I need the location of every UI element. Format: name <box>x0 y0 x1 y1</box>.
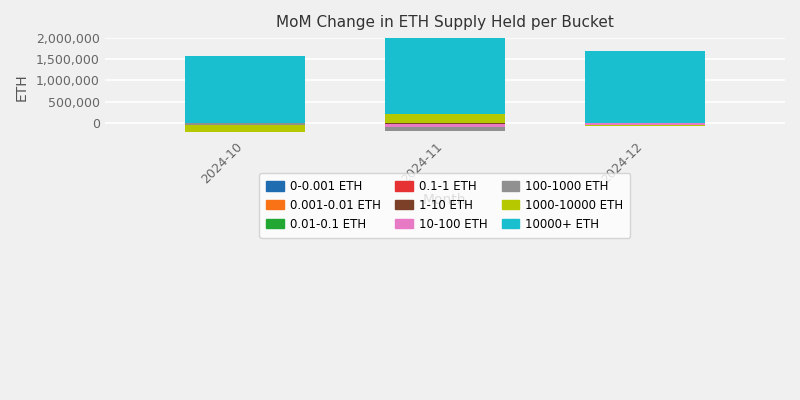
Title: MoM Change in ETH Supply Held per Bucket: MoM Change in ETH Supply Held per Bucket <box>276 15 614 30</box>
Bar <box>385 35 505 114</box>
Bar <box>185 56 305 123</box>
Bar <box>585 125 705 126</box>
X-axis label: Month: Month <box>423 193 466 207</box>
Bar <box>185 123 305 124</box>
Bar <box>385 114 505 123</box>
Bar <box>385 124 505 127</box>
Bar <box>585 51 705 123</box>
Y-axis label: ETH: ETH <box>15 73 29 101</box>
Bar <box>585 123 705 125</box>
Bar <box>385 123 505 124</box>
Legend: 0-0.001 ETH, 0.001-0.01 ETH, 0.01-0.1 ETH, 0.1-1 ETH, 1-10 ETH, 10-100 ETH, 100-: 0-0.001 ETH, 0.001-0.01 ETH, 0.01-0.1 ET… <box>259 173 630 238</box>
Bar <box>385 127 505 131</box>
Bar <box>185 124 305 132</box>
